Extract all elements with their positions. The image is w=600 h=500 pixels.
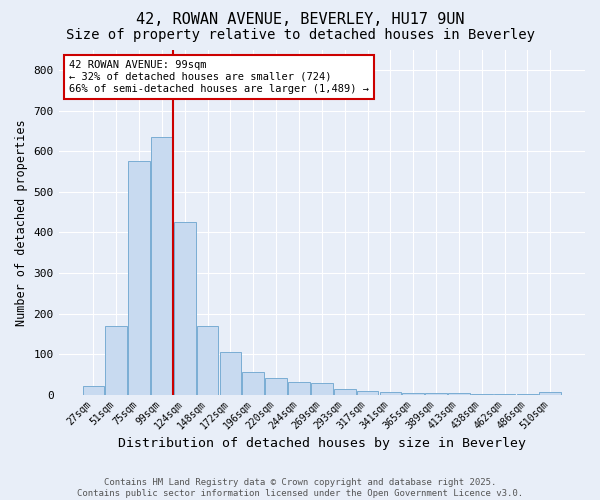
Bar <box>288 382 310 394</box>
X-axis label: Distribution of detached houses by size in Beverley: Distribution of detached houses by size … <box>118 437 526 450</box>
Bar <box>539 392 561 394</box>
Bar <box>83 386 104 394</box>
Bar <box>197 326 218 394</box>
Text: Size of property relative to detached houses in Beverley: Size of property relative to detached ho… <box>65 28 535 42</box>
Text: 42 ROWAN AVENUE: 99sqm
← 32% of detached houses are smaller (724)
66% of semi-de: 42 ROWAN AVENUE: 99sqm ← 32% of detached… <box>69 60 369 94</box>
Bar <box>220 352 241 395</box>
Bar <box>265 378 287 394</box>
Bar <box>356 390 379 394</box>
Bar <box>128 162 150 394</box>
Bar <box>334 390 356 394</box>
Bar <box>242 372 264 394</box>
Text: 42, ROWAN AVENUE, BEVERLEY, HU17 9UN: 42, ROWAN AVENUE, BEVERLEY, HU17 9UN <box>136 12 464 28</box>
Bar <box>311 383 332 394</box>
Bar <box>174 222 196 394</box>
Y-axis label: Number of detached properties: Number of detached properties <box>15 119 28 326</box>
Text: Contains HM Land Registry data © Crown copyright and database right 2025.
Contai: Contains HM Land Registry data © Crown c… <box>77 478 523 498</box>
Bar <box>403 392 424 394</box>
Bar <box>380 392 401 394</box>
Bar <box>106 326 127 394</box>
Bar <box>151 137 173 394</box>
Bar <box>425 393 447 394</box>
